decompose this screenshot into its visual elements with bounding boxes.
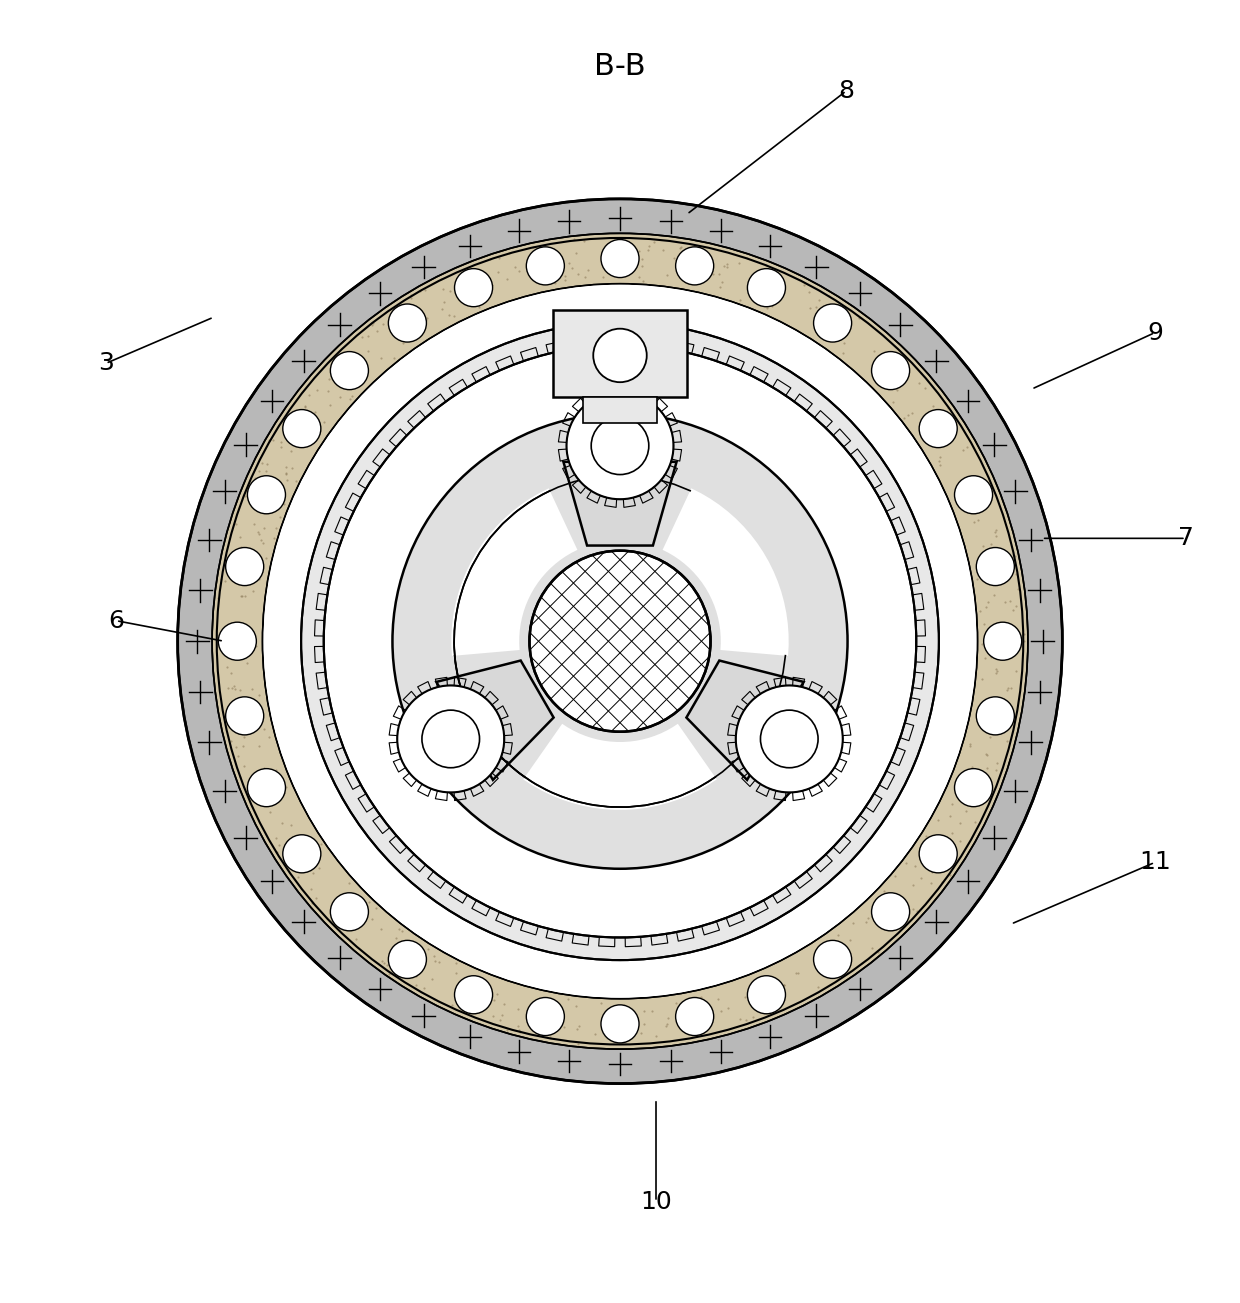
Circle shape <box>955 769 992 807</box>
Circle shape <box>591 417 649 474</box>
Circle shape <box>676 998 714 1036</box>
Polygon shape <box>563 461 677 546</box>
Circle shape <box>872 893 910 930</box>
Text: 9: 9 <box>1147 321 1163 344</box>
Circle shape <box>593 328 647 382</box>
Circle shape <box>976 547 1014 585</box>
Circle shape <box>872 352 910 390</box>
Circle shape <box>919 409 957 448</box>
Circle shape <box>248 476 285 513</box>
Circle shape <box>955 476 992 513</box>
Circle shape <box>748 976 785 1014</box>
Circle shape <box>526 246 564 285</box>
Circle shape <box>388 941 427 979</box>
Text: 7: 7 <box>1178 526 1194 550</box>
Polygon shape <box>451 489 578 655</box>
Text: 8: 8 <box>838 79 854 103</box>
Polygon shape <box>662 489 789 655</box>
Circle shape <box>455 268 492 306</box>
Circle shape <box>813 304 852 343</box>
Circle shape <box>983 622 1022 661</box>
Text: 10: 10 <box>640 1190 672 1214</box>
Circle shape <box>601 240 639 278</box>
Circle shape <box>226 547 264 585</box>
Polygon shape <box>523 723 717 810</box>
Circle shape <box>283 409 321 448</box>
Circle shape <box>283 835 321 873</box>
Text: 11: 11 <box>1140 851 1171 874</box>
Circle shape <box>526 998 564 1036</box>
Circle shape <box>567 392 673 499</box>
Circle shape <box>455 976 492 1014</box>
Circle shape <box>218 622 257 661</box>
Bar <box>583 397 657 423</box>
Circle shape <box>976 697 1014 735</box>
Text: 6: 6 <box>108 609 124 633</box>
Circle shape <box>248 769 285 807</box>
Text: 3: 3 <box>98 352 114 375</box>
Circle shape <box>226 697 264 735</box>
Circle shape <box>422 710 480 767</box>
Circle shape <box>760 710 818 767</box>
Circle shape <box>748 268 785 306</box>
Polygon shape <box>687 661 804 780</box>
Circle shape <box>601 1005 639 1042</box>
Bar <box>553 310 687 397</box>
Circle shape <box>264 285 976 998</box>
Circle shape <box>392 413 848 869</box>
Circle shape <box>735 685 843 792</box>
Circle shape <box>388 304 427 343</box>
Circle shape <box>813 941 852 979</box>
Polygon shape <box>436 661 553 780</box>
Circle shape <box>529 551 711 732</box>
Circle shape <box>330 352 368 390</box>
Circle shape <box>919 835 957 873</box>
Circle shape <box>676 246 714 285</box>
Circle shape <box>330 893 368 930</box>
Text: B-B: B-B <box>594 52 646 81</box>
Circle shape <box>397 685 505 792</box>
